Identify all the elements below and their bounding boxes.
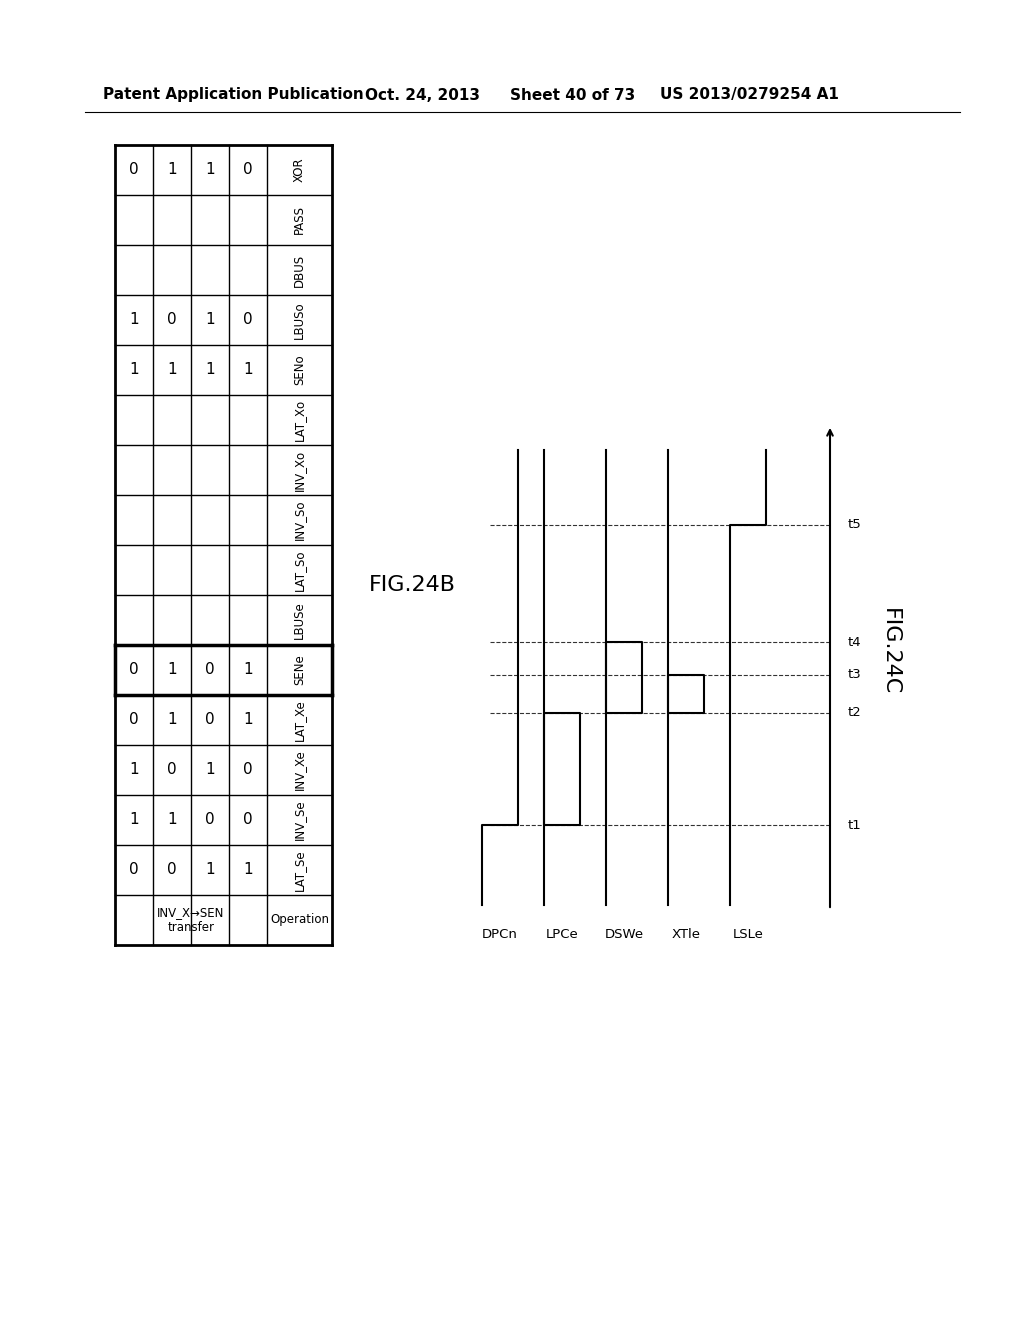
Text: 0: 0 [129, 862, 139, 878]
Text: 1: 1 [167, 713, 177, 727]
Text: 1: 1 [205, 313, 215, 327]
Text: 1: 1 [243, 713, 253, 727]
Text: FIG.24C: FIG.24C [880, 609, 900, 696]
Text: INV_Xo: INV_Xo [293, 449, 306, 491]
Text: 1: 1 [205, 763, 215, 777]
Text: 0: 0 [129, 713, 139, 727]
Text: Operation: Operation [270, 913, 329, 927]
Text: INV_Xe: INV_Xe [293, 750, 306, 791]
Text: INV_Se: INV_Se [293, 800, 306, 841]
Text: 1: 1 [129, 313, 139, 327]
Text: 0: 0 [167, 763, 177, 777]
Text: DPCn: DPCn [482, 928, 518, 941]
Text: 1: 1 [205, 363, 215, 378]
Text: t1: t1 [848, 818, 862, 832]
Text: t4: t4 [848, 636, 861, 648]
Text: 0: 0 [167, 862, 177, 878]
Text: 1: 1 [205, 862, 215, 878]
Text: XTle: XTle [672, 928, 700, 941]
Text: 1: 1 [243, 862, 253, 878]
Text: Oct. 24, 2013: Oct. 24, 2013 [365, 87, 480, 103]
Text: 1: 1 [129, 813, 139, 828]
Text: DBUS: DBUS [293, 253, 306, 286]
Text: 1: 1 [167, 162, 177, 177]
Text: 1: 1 [243, 663, 253, 677]
Text: FIG.24B: FIG.24B [369, 576, 456, 595]
Text: t3: t3 [848, 668, 862, 681]
Text: 1: 1 [243, 363, 253, 378]
Text: LAT_Xe: LAT_Xe [293, 700, 306, 741]
Text: 1: 1 [205, 162, 215, 177]
Text: 0: 0 [167, 313, 177, 327]
Text: 0: 0 [243, 813, 253, 828]
Text: 0: 0 [205, 713, 215, 727]
Text: LSLe: LSLe [732, 928, 764, 941]
Text: LBUSe: LBUSe [293, 601, 306, 639]
Text: Sheet 40 of 73: Sheet 40 of 73 [510, 87, 635, 103]
Text: 1: 1 [129, 363, 139, 378]
Text: DSWe: DSWe [604, 928, 643, 941]
Text: t5: t5 [848, 519, 862, 531]
Text: LAT_Se: LAT_Se [293, 849, 306, 891]
Text: LAT_Xo: LAT_Xo [293, 399, 306, 441]
Text: LBUSo: LBUSo [293, 301, 306, 339]
Text: INV_X→SEN
transfer: INV_X→SEN transfer [158, 906, 224, 935]
Text: 0: 0 [205, 663, 215, 677]
Text: 0: 0 [243, 763, 253, 777]
Text: 1: 1 [167, 663, 177, 677]
Text: 1: 1 [167, 363, 177, 378]
Text: 0: 0 [129, 663, 139, 677]
Text: XOR: XOR [293, 157, 306, 182]
Text: SENe: SENe [293, 655, 306, 685]
Text: 1: 1 [129, 763, 139, 777]
Text: 0: 0 [243, 162, 253, 177]
Text: SENo: SENo [293, 355, 306, 385]
Text: t2: t2 [848, 706, 862, 719]
Text: 1: 1 [167, 813, 177, 828]
Text: 0: 0 [205, 813, 215, 828]
Text: Patent Application Publication: Patent Application Publication [103, 87, 364, 103]
Text: LPCe: LPCe [546, 928, 579, 941]
Text: US 2013/0279254 A1: US 2013/0279254 A1 [660, 87, 839, 103]
Text: PASS: PASS [293, 206, 306, 235]
Text: INV_So: INV_So [293, 500, 306, 540]
Text: 0: 0 [129, 162, 139, 177]
Text: 0: 0 [243, 313, 253, 327]
Text: LAT_So: LAT_So [293, 549, 306, 591]
